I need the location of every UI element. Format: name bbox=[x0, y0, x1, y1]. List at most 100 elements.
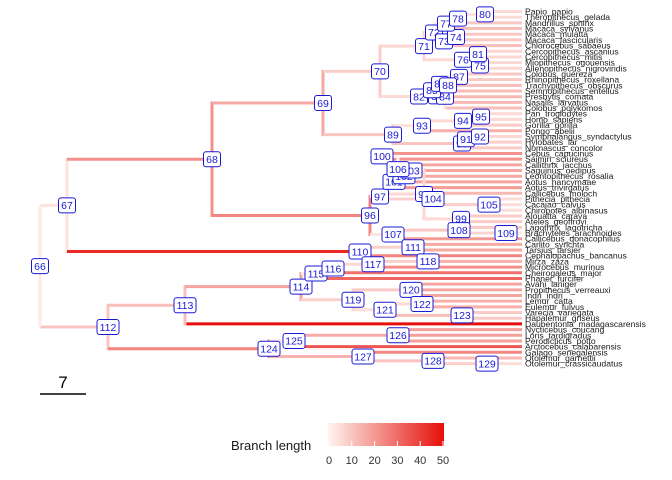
node-label-text: 91 bbox=[460, 134, 472, 146]
node-label-text: 125 bbox=[285, 336, 303, 348]
node-label: 113 bbox=[173, 297, 197, 314]
tip-label: Propithecus_verreauxi bbox=[525, 285, 611, 295]
tip-label: Cebus_capucinus bbox=[525, 149, 593, 159]
node-label: 117 bbox=[361, 256, 385, 273]
node-label-text: 69 bbox=[317, 98, 329, 110]
node-label-text: 113 bbox=[177, 300, 194, 312]
node-label-text: 94 bbox=[457, 116, 469, 128]
tip-labels: Papio_papioTheropithecus_geladaMandrillu… bbox=[525, 7, 646, 369]
node-label: 70 bbox=[371, 63, 389, 80]
node-label: 67 bbox=[58, 197, 76, 214]
tip-label: Colobus_guereza bbox=[525, 69, 593, 79]
tip-label: Carlito_syrichta bbox=[525, 239, 584, 249]
node-label-text: 73 bbox=[438, 36, 450, 48]
tip-label: Leontopithecus_rosalia bbox=[525, 171, 614, 181]
node-label: 121 bbox=[373, 301, 397, 318]
node-label: 96 bbox=[361, 207, 379, 224]
node-label-box bbox=[454, 112, 472, 129]
node-label-text: 99 bbox=[455, 214, 467, 226]
node-label: 69 bbox=[314, 95, 332, 112]
node-label: 71 bbox=[415, 38, 433, 55]
node-label-box bbox=[447, 29, 465, 46]
node-label-text: 70 bbox=[374, 66, 386, 78]
node-label-box bbox=[415, 38, 433, 55]
node-label-text: 77 bbox=[440, 18, 452, 30]
node-label: 93 bbox=[413, 117, 431, 134]
node-label-box bbox=[384, 126, 402, 143]
tip-label: Papio_papio bbox=[525, 7, 573, 17]
scale-bar-label: 7 bbox=[58, 373, 67, 392]
tip-label: Phaner_furcifer bbox=[525, 273, 584, 283]
node-label-box bbox=[371, 63, 389, 80]
tip-label: Lagothrix_lagotricha bbox=[525, 222, 603, 232]
node-label: 100 bbox=[370, 148, 394, 165]
node-label-text: 109 bbox=[497, 228, 515, 240]
node-label-text: 66 bbox=[34, 261, 46, 273]
tip-label: Indri_indri bbox=[525, 291, 563, 301]
node-label-box bbox=[370, 148, 394, 165]
node-label: 126 bbox=[386, 327, 410, 344]
node-label-text: 76 bbox=[457, 55, 469, 67]
tip-label: Pongo_abelii bbox=[525, 126, 575, 136]
legend-tick-label: 50 bbox=[437, 455, 449, 467]
tip-label: Avahi_laniger bbox=[525, 279, 577, 289]
tip-label: Alouatta_caraya bbox=[525, 211, 587, 221]
node-label: 124 bbox=[257, 340, 281, 357]
node-label: 111 bbox=[401, 239, 425, 256]
legend-title: Branch length bbox=[231, 438, 311, 453]
node-label-text: 108 bbox=[450, 225, 468, 237]
node-label-box bbox=[401, 239, 425, 256]
node-label-box bbox=[381, 226, 405, 243]
node-label-text: 127 bbox=[354, 351, 372, 363]
node-label-box bbox=[58, 197, 76, 214]
legend-colorbar bbox=[328, 423, 444, 446]
node-label: 123 bbox=[450, 307, 474, 324]
node-label: 95 bbox=[472, 108, 490, 125]
node-label: 104 bbox=[421, 190, 445, 207]
node-label-text: 71 bbox=[418, 41, 430, 53]
node-label-box bbox=[421, 190, 445, 207]
node-label-text: 105 bbox=[480, 199, 498, 211]
node-label: 110 bbox=[348, 243, 372, 260]
tip-label: Rhinopithecus_roxellana bbox=[525, 75, 619, 85]
legend-tick-label: 30 bbox=[391, 455, 403, 467]
node-label-text: 111 bbox=[405, 242, 421, 254]
node-label-box bbox=[341, 291, 365, 308]
node-label: 81 bbox=[469, 46, 487, 63]
node-label-box bbox=[386, 161, 410, 178]
tip-label: Trachypithecus_obscurus bbox=[525, 80, 623, 90]
node-label-box bbox=[371, 188, 389, 205]
node-label-text: 93 bbox=[416, 121, 428, 133]
tip-label: Saimiri_sciureus bbox=[525, 154, 588, 164]
node-label-box bbox=[173, 297, 197, 314]
tip-label: Microcebus_murinus bbox=[525, 262, 604, 272]
node-label-box bbox=[361, 207, 379, 224]
node-label-text: 121 bbox=[376, 305, 394, 317]
tip-label: Gorilla_gorilla bbox=[525, 120, 578, 130]
tip-label: Chiropotes_albinasus bbox=[525, 205, 608, 215]
node-label-text: 78 bbox=[452, 13, 464, 25]
node-label: 74 bbox=[447, 29, 465, 46]
node-label-box bbox=[476, 6, 494, 23]
tip-label: Hylobates_lar bbox=[525, 137, 578, 147]
node-label-text: 87 bbox=[453, 72, 465, 84]
node-label: 125 bbox=[282, 332, 306, 349]
node-label: 89 bbox=[384, 126, 402, 143]
node-label-text: 129 bbox=[478, 358, 496, 370]
tip-label: Otolemur_crassicaudatus bbox=[525, 359, 622, 369]
node-label: 112 bbox=[96, 319, 120, 336]
node-label-text: 106 bbox=[389, 164, 407, 176]
tip-label: Callithrix_jacchus bbox=[525, 160, 592, 170]
node-label-box bbox=[450, 307, 474, 324]
node-label: 127 bbox=[351, 348, 375, 365]
tip-label: Chlorocebus_sabaeus bbox=[525, 41, 611, 51]
node-label-text: 115 bbox=[308, 268, 325, 280]
node-label-text: 120 bbox=[402, 285, 420, 297]
node-label: 76 bbox=[454, 51, 472, 68]
tip-label: Nomascus_concolor bbox=[525, 143, 603, 153]
node-label-box bbox=[413, 117, 431, 134]
tip-label: Galago_senegalensis bbox=[525, 347, 608, 357]
tip-label: Cheirogaleus_major bbox=[525, 268, 602, 278]
tip-label: Presbytis_comata bbox=[525, 92, 594, 102]
node-label: 116 bbox=[321, 260, 345, 277]
